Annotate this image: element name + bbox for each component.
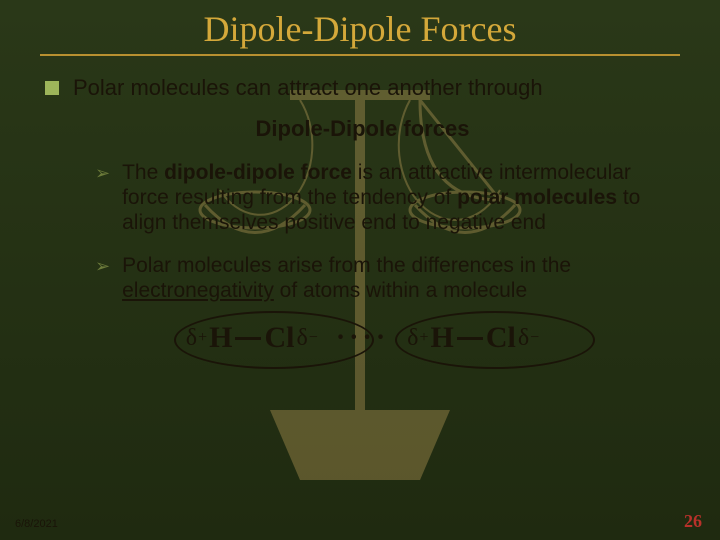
sub-bullet-1-text: The dipole-dipole force is an attractive… — [122, 160, 670, 236]
molecule-2: δ+ H Cl δ− — [407, 321, 539, 355]
center-bold-text: Dipole-Dipole forces — [45, 116, 680, 142]
footer-date: 6/8/2021 — [15, 518, 58, 530]
square-bullet-icon — [45, 81, 59, 95]
molecule-1: δ+ H Cl δ− — [186, 321, 318, 355]
molecule-diagram: δ+ H Cl δ− ···· δ+ H Cl δ− — [45, 321, 680, 355]
slide-title: Dipole-Dipole Forces — [0, 0, 720, 54]
oval-1 — [174, 311, 374, 369]
sub-bullet-1: ➢ The dipole-dipole force is an attracti… — [95, 160, 680, 236]
sub-bullet-2: ➢ Polar molecules arise from the differe… — [95, 253, 680, 303]
arrow-bullet-icon: ➢ — [95, 256, 110, 277]
oval-2 — [395, 311, 595, 369]
content-area: Polar molecules can attract one another … — [0, 74, 720, 355]
bullet-1: Polar molecules can attract one another … — [45, 74, 680, 102]
sub-bullet-2-text: Polar molecules arise from the differenc… — [122, 253, 670, 303]
footer-page-number: 26 — [684, 511, 702, 532]
title-underline — [40, 54, 680, 56]
bullet-1-text: Polar molecules can attract one another … — [73, 74, 543, 102]
arrow-bullet-icon: ➢ — [95, 163, 110, 184]
